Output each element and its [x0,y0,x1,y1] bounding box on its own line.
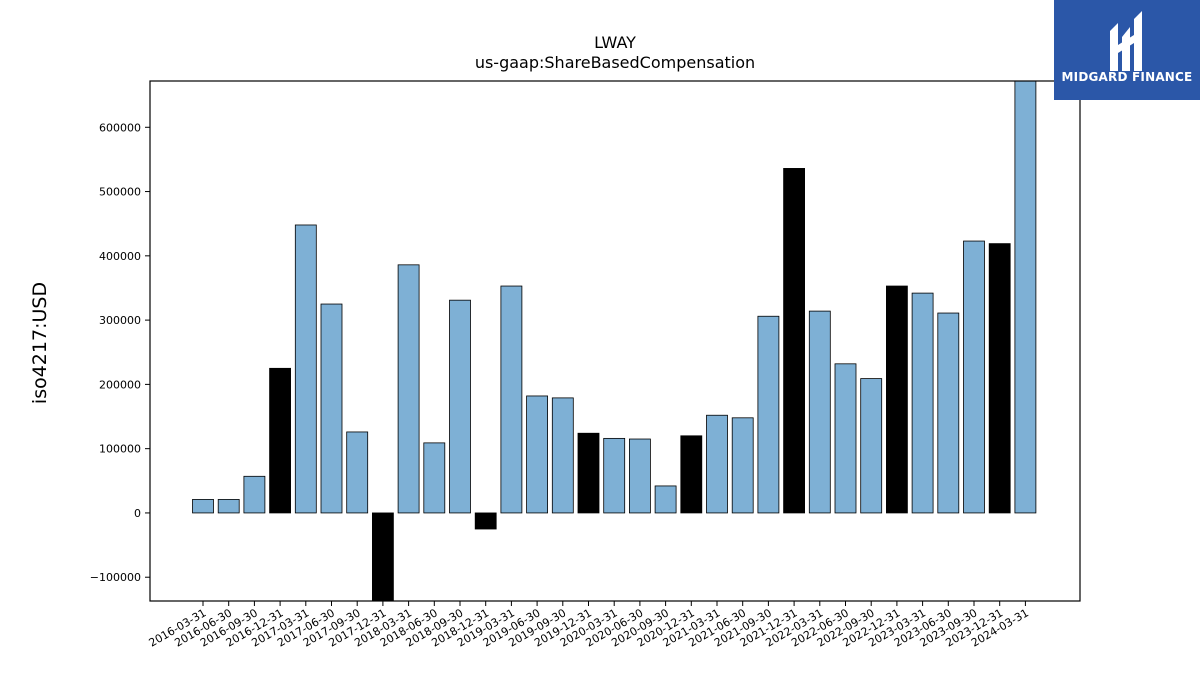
bar-2019-03-31 [500,285,523,514]
plot-frame [149,80,1081,602]
bar-2018-06-30 [423,442,446,514]
y-tick-label: 300000 [99,314,141,327]
y-tick-label: 400000 [99,250,141,263]
y-tick-label: 200000 [99,378,141,391]
bar-2017-09-30 [346,431,369,514]
bar-2023-09-30 [963,240,985,514]
bar-2021-06-30 [731,417,754,514]
bar-2019-06-30 [526,395,548,514]
bar-2020-06-30 [629,438,651,514]
y-tick-label: 100000 [99,443,141,456]
bar-2021-03-31 [706,414,728,514]
bar-2017-12-31 [371,512,394,602]
bar-2019-12-31 [577,432,600,514]
bar-2023-06-30 [937,312,960,514]
bar-2018-09-30 [449,299,471,514]
y-axis-label: iso4217:USD [29,282,51,404]
y-tick-label: 600000 [99,121,141,134]
bar-2016-12-31 [269,367,292,514]
y-axis: −100000 0 100000 200000 300000 400000 500000 60… [90,121,150,584]
chart-subtitle: us-gaap:ShareBasedCompensation [475,53,755,72]
brand-name: MIDGARD FINANCE [1061,70,1193,84]
bar-2021-09-30 [757,315,780,514]
bar-2024-03-31 [1014,80,1037,514]
chart-title: LWAY [594,33,636,52]
y-tick-label: −100000 [90,571,141,584]
bar-2022-06-30 [834,363,857,514]
x-axis: 2016-03-312016-06-302016-09-302016-12-31… [147,601,1031,650]
bar-2018-12-31 [474,512,497,530]
bar-2020-12-31 [680,435,703,514]
bar-2021-12-31 [783,168,805,514]
y-tick-label: 500000 [99,186,141,199]
bar-2017-06-30 [320,303,343,514]
bar-2020-09-30 [654,485,677,514]
bar-2016-03-31 [192,499,214,514]
bar-series [192,80,1037,602]
brand-logo: MIDGARD FINANCE [1054,0,1200,100]
bar-2023-03-31 [911,292,934,514]
bar-2020-03-31 [603,437,626,514]
bar-2019-09-30 [551,397,574,514]
midgard-logo-icon [1110,11,1142,71]
bar-2022-03-31 [808,310,831,514]
bar-2016-06-30 [217,499,240,514]
y-tick-label: 0 [134,507,141,520]
bar-2022-09-30 [860,378,883,514]
bar-2016-09-30 [243,475,266,514]
bar-2023-12-31 [988,243,1011,514]
bar-2022-12-31 [886,285,908,514]
bar-2017-03-31 [294,224,317,514]
bar-2018-03-31 [397,264,420,514]
